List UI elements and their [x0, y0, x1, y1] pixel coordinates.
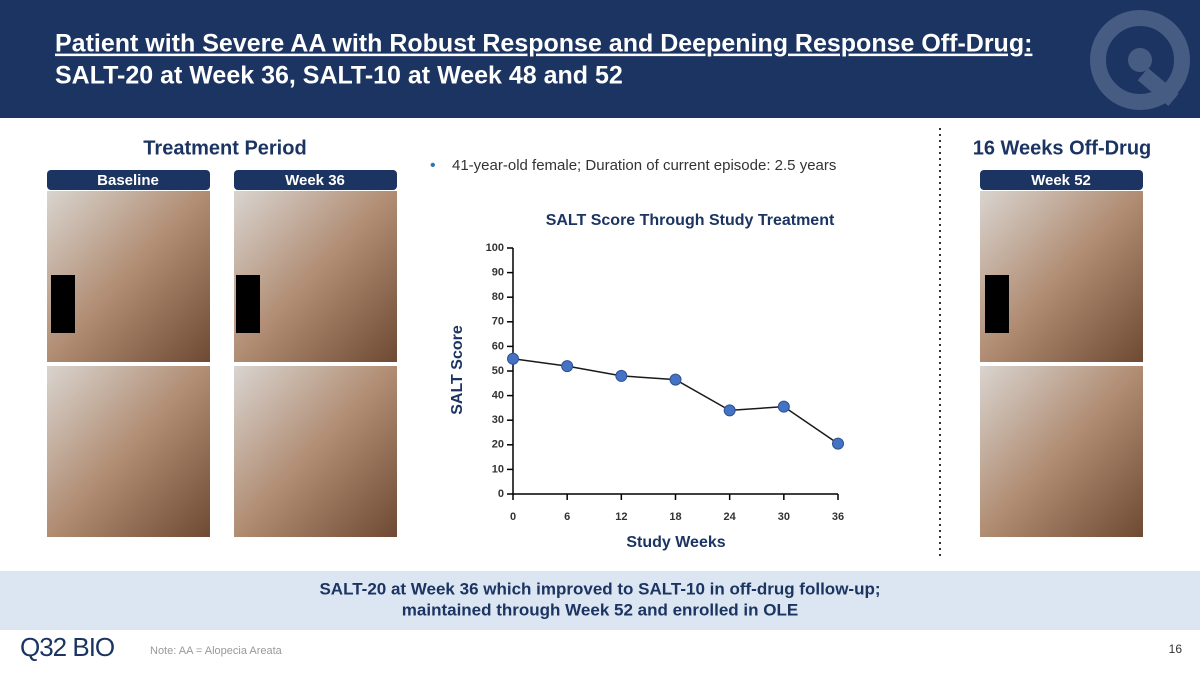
bullet-dot: •	[430, 157, 436, 174]
photo	[980, 366, 1143, 537]
photos	[47, 191, 1143, 537]
tab-label: Week 52	[1031, 172, 1091, 189]
point	[561, 360, 574, 373]
banner-text: maintained through Week 52 and enrolled …	[402, 600, 798, 619]
redaction	[51, 275, 75, 333]
point	[615, 369, 628, 382]
point	[832, 437, 844, 450]
point	[507, 352, 519, 365]
chart-title: SALT Score Through Study Treatment	[546, 212, 835, 229]
y-tick-label: 40	[492, 390, 504, 402]
y-tick-label: 70	[492, 316, 504, 328]
x-tick-label: 6	[564, 511, 570, 523]
x-tick-label: 0	[510, 511, 516, 523]
header-bar	[0, 0, 1200, 118]
header-logo	[1090, 10, 1190, 110]
y-tick-label: 0	[498, 488, 504, 500]
tab	[234, 170, 397, 190]
banner-text: SALT-20 at Week 36 which improved to SAL…	[319, 579, 880, 598]
point	[723, 404, 736, 417]
point	[777, 400, 790, 413]
x-tick-label: 12	[615, 511, 627, 523]
banner	[0, 571, 1200, 630]
y-tick-label: 10	[492, 463, 504, 475]
photo	[234, 191, 397, 362]
footer-logo: Q32 BIO	[20, 632, 114, 662]
title-line: SALT-20 at Week 36, SALT-10 at Week 48 a…	[55, 62, 623, 90]
y-tick-label: 80	[492, 291, 504, 303]
bullet-text: 41-year-old female; Duration of current …	[452, 157, 836, 174]
redaction	[236, 275, 260, 333]
tab	[980, 170, 1143, 190]
tab-label: Baseline	[97, 172, 159, 189]
photo	[47, 366, 210, 537]
y-tick-label: 60	[492, 340, 504, 352]
section-heading: Treatment Period	[143, 137, 306, 159]
x-tick-label: 24	[724, 511, 737, 523]
photo	[234, 366, 397, 537]
footnote: Note: AA = Alopecia Areata	[150, 645, 283, 657]
section-heading: 16 Weeks Off-Drug	[973, 137, 1152, 159]
y-tick-label: 50	[492, 365, 504, 377]
x-tick-label: 36	[832, 511, 844, 523]
x-tick-label: 18	[669, 511, 681, 523]
y-tick-label: 30	[492, 414, 504, 426]
x-axis-label: Study Weeks	[626, 534, 725, 551]
y-tick-label: 20	[492, 439, 504, 451]
y-tick-label: 100	[486, 242, 504, 254]
title-line: Patient with Severe AA with Robust Respo…	[55, 30, 1032, 58]
y-tick-label: 90	[492, 267, 504, 279]
point	[669, 373, 682, 386]
tab-label: Week 36	[285, 172, 345, 189]
x-tick-label: 30	[778, 511, 790, 523]
redaction	[985, 275, 1009, 333]
tab	[47, 170, 210, 190]
page-number: 16	[1169, 642, 1183, 656]
y-axis-label: SALT Score	[449, 325, 466, 415]
